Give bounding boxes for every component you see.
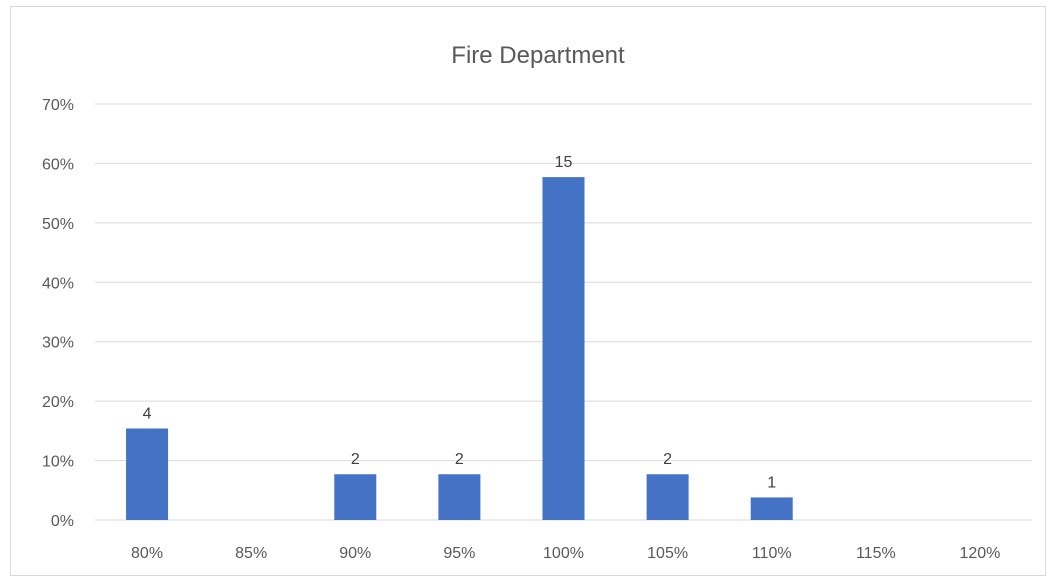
bar [126, 428, 169, 520]
chart-frame [10, 6, 1046, 576]
bar [334, 474, 377, 520]
x-tick-label: 90% [339, 545, 371, 562]
data-label: 2 [351, 451, 360, 468]
y-tick-label: 50% [42, 216, 74, 233]
y-tick-label: 20% [42, 394, 74, 411]
y-tick-label: 30% [42, 335, 74, 352]
x-tick-label: 120% [959, 545, 1000, 562]
data-label: 2 [455, 451, 464, 468]
x-tick-label: 95% [443, 545, 475, 562]
x-tick-label: 110% [752, 545, 792, 562]
x-axis: 80% 85% 90% 95% 100% 105% 110% 115% 120% [131, 545, 1000, 562]
x-tick-label: 85% [235, 545, 267, 562]
bar [750, 497, 793, 520]
bar [438, 474, 481, 520]
chart-title: Fire Department [451, 42, 625, 69]
x-tick-label: 80% [131, 545, 163, 562]
y-tick-label: 10% [42, 454, 74, 471]
x-tick-label: 105% [647, 545, 688, 562]
x-tick-label: 100% [543, 545, 584, 562]
bar [542, 177, 585, 520]
data-label: 1 [767, 474, 776, 491]
data-label: 2 [663, 451, 672, 468]
data-label: 4 [143, 405, 152, 422]
data-labels: 4 2 2 15 2 1 [143, 154, 777, 491]
y-tick-label: 70% [42, 97, 74, 114]
y-tick-label: 40% [42, 275, 74, 292]
y-tick-label: 60% [42, 156, 74, 173]
y-axis: 0% 10% 20% 30% 40% 50% 60% 70% [42, 97, 74, 530]
y-tick-label: 0% [51, 513, 74, 530]
data-label: 15 [555, 154, 573, 171]
x-tick-label: 115% [856, 545, 896, 562]
bars [126, 177, 793, 520]
bar [646, 474, 689, 520]
